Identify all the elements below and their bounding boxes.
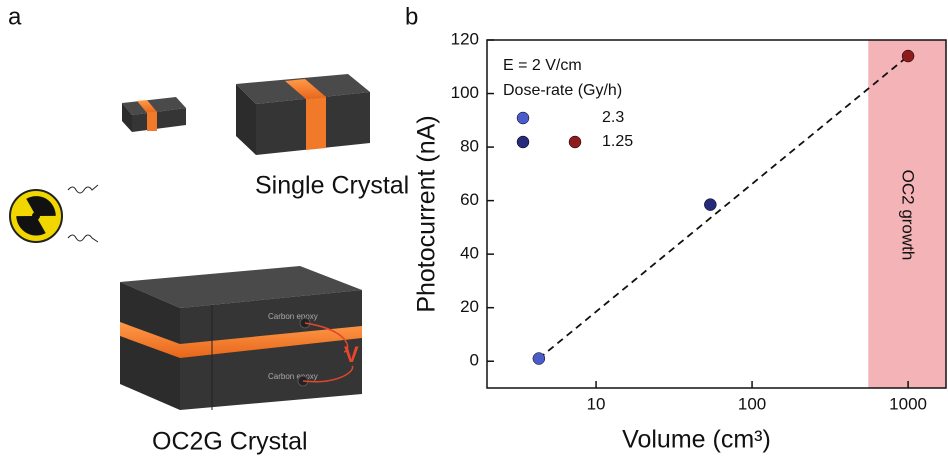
x-tick-label: 10: [587, 394, 606, 413]
y-tick-label: 120: [451, 29, 479, 48]
electrode: [147, 112, 157, 131]
panel-a: a Single Crystal Carbon epoxy Carbon epo…: [8, 3, 409, 455]
annotation: E = 2 V/cm: [503, 57, 582, 74]
voltage-label: V: [344, 342, 359, 367]
data-point: [902, 50, 914, 62]
y-tick-label: 100: [451, 83, 479, 102]
legend-symbol: [517, 136, 529, 148]
y-tick-label: 40: [460, 244, 479, 263]
legend-symbol: [569, 136, 581, 148]
electrode: [306, 97, 326, 150]
legend-label: 1.25: [602, 133, 633, 150]
y-tick-label: 0: [470, 351, 479, 370]
caption: OC2G Crystal: [152, 428, 308, 456]
panel-label: a: [8, 3, 22, 30]
ray: [68, 185, 98, 193]
figure: a Single Crystal Carbon epoxy Carbon epo…: [0, 0, 948, 458]
y-tick-label: 60: [460, 190, 479, 209]
panel-label: b: [405, 3, 418, 30]
caption: Single Crystal: [255, 172, 409, 200]
fit-line: [539, 56, 908, 358]
x-tick-label: 1000: [889, 394, 927, 413]
y-axis-title: Photocurrent (nA): [413, 115, 441, 312]
region-label: OC2 growth: [899, 170, 918, 261]
annotation: Dose-rate (Gy/h): [503, 82, 622, 99]
legend-symbol: [517, 112, 529, 124]
electrode-label: Carbon epoxy: [268, 312, 318, 321]
y-tick-label: 20: [460, 297, 479, 316]
y-tick-label: 80: [460, 137, 479, 156]
legend-label: 2.3: [602, 109, 624, 126]
ray: [68, 235, 98, 242]
panel-b: b OC2 growth 0 20 40 60 80 100 120 10 100 1000 Volu…: [405, 3, 946, 453]
data-point: [533, 353, 545, 365]
x-axis-title: Volume (cm³): [622, 426, 771, 454]
x-tick-label: 100: [738, 394, 766, 413]
data-point: [704, 199, 716, 211]
electrode-label: Carbon epoxy: [268, 372, 318, 381]
